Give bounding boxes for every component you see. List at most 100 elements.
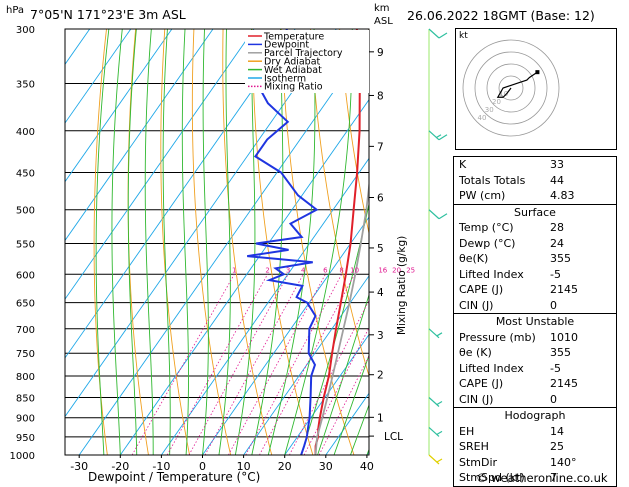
hodograph-ring-label: 30 (485, 106, 494, 114)
hodograph-stat-value: 7 (550, 471, 557, 484)
hodograph-ring (474, 51, 548, 125)
mixing-ratio-line (131, 274, 235, 455)
km-axis-label: km (374, 3, 390, 14)
mixing-ratio-label: 16 (378, 266, 387, 274)
hodograph-ring (498, 75, 524, 101)
hodograph-stat-value: 25 (550, 440, 564, 453)
isotherm-line (65, 29, 173, 183)
surface-key: Dewp (°C) (459, 236, 516, 250)
isotherm-line (243, 275, 369, 455)
index-key: PW (cm) (459, 189, 506, 202)
hodograph-stat-key: SREH (459, 440, 489, 453)
legend-label: Dewpoint (264, 40, 309, 51)
most-unstable-key: Lifted Index (459, 361, 524, 375)
most-unstable-title: Most Unstable (495, 315, 575, 328)
asl-axis-label: ASL (374, 16, 393, 27)
hodograph-stat-key: StmSpd (kt) (459, 471, 525, 484)
wind-barb (428, 426, 443, 437)
hodograph-stat-value: 14 (550, 424, 564, 438)
hpa-axis-label: hPa (6, 5, 25, 16)
isotherm-line (78, 40, 369, 455)
most-unstable-value: 355 (550, 346, 571, 359)
wet-adiabat-line (317, 293, 369, 455)
most-unstable-value: -5 (550, 361, 561, 375)
height-tick-label: 1 (377, 412, 384, 424)
legend-label: Wet Adiabat (264, 65, 322, 76)
pressure-tick-label: 850 (16, 393, 35, 404)
credit-text: © weatheronline.co.uk (476, 471, 608, 485)
isotherm-line (65, 29, 255, 300)
pressure-tick-label: 650 (16, 299, 35, 310)
temperature-tick-label: -10 (152, 460, 170, 473)
mixing-ratio-label: 4 (301, 266, 306, 274)
station-location: 7°05'N 171°23'E 3m ASL (30, 7, 186, 22)
hodograph-unit-label: kt (459, 31, 468, 41)
isotherm-line (65, 29, 337, 418)
hodograph-stats-title: Hodograph (504, 409, 566, 422)
hodograph-ring (486, 63, 536, 113)
mixing-ratio-line (318, 355, 369, 455)
pressure-tick-label: 350 (16, 80, 35, 91)
hodograph-end-marker (535, 70, 540, 75)
wet-adiabat-line (267, 29, 316, 455)
wet-adiabat-line (350, 403, 369, 455)
most-unstable-value: 2145 (550, 377, 578, 390)
mixing-ratio-line (259, 274, 355, 455)
hodograph-ring-label: 20 (492, 98, 501, 106)
stats-table: K 33 Totals Totals 44 PW (cm) 4.83 Surface Te… (453, 156, 617, 487)
mixing-ratio-line (303, 326, 369, 455)
pressure-tick-label: 900 (16, 414, 35, 425)
height-tick-label: 8 (377, 90, 384, 102)
mixing-ratio-label: 3 (286, 266, 290, 274)
hodograph-trace (496, 71, 538, 98)
legend-label: Isotherm (264, 73, 306, 84)
temperature-tick-label: 10 (237, 460, 251, 473)
surface-key: CAPE (J) (459, 283, 504, 296)
wet-adiabat-line (144, 29, 154, 455)
pressure-tick-label: 600 (16, 270, 35, 281)
temperature-curve (314, 29, 361, 455)
wet-adiabat-line (234, 29, 256, 455)
most-unstable-key: CIN (J) (459, 392, 494, 406)
wet-adiabat-line (181, 29, 189, 455)
index-row: K 33 (454, 157, 616, 173)
pressure-tick-label: 800 (16, 372, 35, 383)
most-unstable-row: Pressure (mb) 1010 (454, 330, 616, 346)
surface-row: Lifted Index -5 (454, 267, 616, 283)
index-value: 44 (550, 173, 564, 187)
dry-adiabat-line (160, 29, 190, 455)
surface-key: Lifted Index (459, 267, 524, 281)
surface-row: Temp (°C) 28 (454, 220, 616, 236)
wet-adiabat-line (202, 29, 209, 455)
surface-row: θe(K) 355 (454, 251, 616, 267)
surface-value: 24 (550, 236, 564, 250)
mixing-ratio-label: 10 (350, 266, 359, 274)
surface-value: 355 (550, 252, 571, 265)
temperature-tick-label: 0 (199, 460, 206, 473)
parcel-trajectory-curve (314, 179, 369, 455)
mixing-ratio-label: 25 (406, 266, 415, 274)
pressure-tick-label: 550 (16, 239, 35, 250)
wet-adiabat-line (333, 353, 369, 455)
hodograph-ring (462, 39, 560, 137)
height-tick-label: 3 (377, 330, 384, 342)
isotherm-line (284, 333, 369, 455)
isotherm-line (161, 157, 369, 455)
wet-adiabat-line (300, 201, 369, 455)
hodograph-stat-key: StmDir (459, 455, 498, 469)
wind-barb (428, 328, 443, 339)
pressure-tick-label: 950 (16, 433, 35, 444)
wind-barbs (428, 28, 448, 465)
height-tick-label: 2 (377, 370, 384, 382)
mixing-ratio-line (289, 299, 369, 455)
isotherm-line (65, 29, 214, 242)
hodograph-ring-label: 10 (499, 90, 508, 98)
temperature-tick-label: 40 (360, 460, 374, 473)
pressure-tick-label: 400 (16, 127, 35, 138)
hodograph-stat-row: SREH 25 (454, 439, 616, 455)
height-tick-label: 7 (377, 141, 384, 153)
mixing-ratio-label: 6 (323, 266, 328, 274)
temperature-tick-label: -30 (70, 460, 88, 473)
isotherm-line (65, 29, 91, 66)
dry-adiabat-line (93, 29, 108, 455)
